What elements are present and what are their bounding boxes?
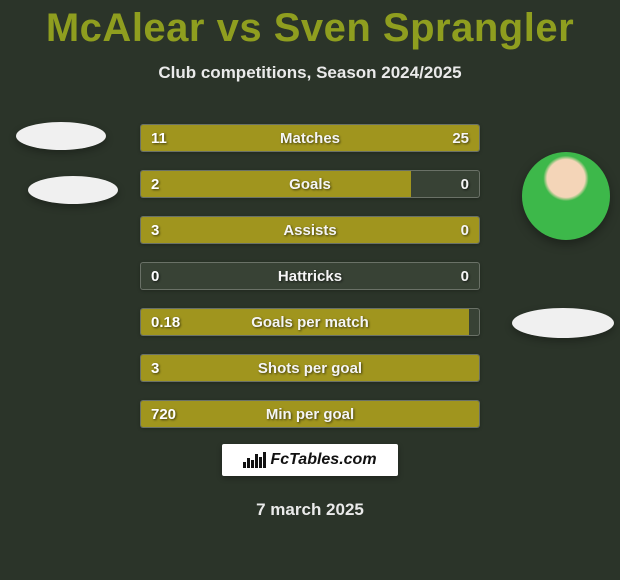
stat-row-min-per-goal: 720 Min per goal: [140, 400, 480, 428]
player-right-placeholder: [512, 308, 614, 338]
stat-row-shots-per-goal: 3 Shots per goal: [140, 354, 480, 382]
chart-icon: [243, 452, 266, 468]
brand-text: FcTables.com: [270, 451, 376, 469]
stat-label: Min per goal: [141, 401, 479, 428]
player-left-placeholder-1: [16, 122, 106, 150]
stat-label: Goals: [141, 171, 479, 198]
page-title: McAlear vs Sven Sprangler: [0, 0, 620, 51]
brand-badge[interactable]: FcTables.com: [222, 444, 398, 476]
stat-row-assists: 3 Assists 0: [140, 216, 480, 244]
stat-label: Goals per match: [141, 309, 479, 336]
stat-label: Matches: [141, 125, 479, 152]
stat-value-right: 0: [461, 171, 469, 198]
stat-label: Shots per goal: [141, 355, 479, 382]
date-text: 7 march 2025: [0, 500, 620, 520]
stat-value-right: 0: [461, 217, 469, 244]
stat-label: Assists: [141, 217, 479, 244]
player-left-placeholder-2: [28, 176, 118, 204]
subtitle: Club competitions, Season 2024/2025: [0, 63, 620, 83]
stat-row-goals: 2 Goals 0: [140, 170, 480, 198]
stat-row-hattricks: 0 Hattricks 0: [140, 262, 480, 290]
stat-row-goals-per-match: 0.18 Goals per match: [140, 308, 480, 336]
stats-container: 11 Matches 25 2 Goals 0 3 Assists 0 0 Ha…: [140, 124, 480, 446]
stat-value-right: 0: [461, 263, 469, 290]
stat-label: Hattricks: [141, 263, 479, 290]
player-right-avatar: [522, 152, 610, 240]
stat-value-right: 25: [452, 125, 469, 152]
stat-row-matches: 11 Matches 25: [140, 124, 480, 152]
